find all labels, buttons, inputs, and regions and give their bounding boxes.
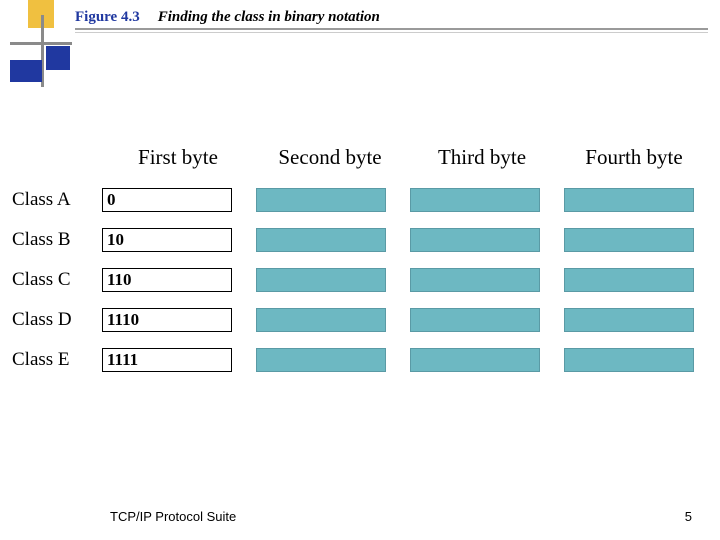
second-byte-cell (256, 228, 386, 252)
prefix-value: 0 (107, 190, 116, 210)
col-header-first: First byte (102, 145, 254, 170)
prefix-value: 1110 (107, 310, 139, 330)
third-byte-cell (410, 228, 540, 252)
column-headers-row: First byte Second byte Third byte Fourth… (102, 145, 710, 170)
col-header-third: Third byte (406, 145, 558, 170)
header-underline (75, 28, 708, 30)
third-byte-cell (410, 268, 540, 292)
class-row: Class A 0 (10, 180, 710, 220)
figure-header: Figure 4.3 Finding the class in binary n… (75, 8, 710, 26)
first-byte-cell: 10 (102, 228, 232, 252)
first-byte-cell: 1111 (102, 348, 232, 372)
fourth-byte-cell (564, 268, 694, 292)
class-row: Class D 1110 (10, 300, 710, 340)
second-byte-cell (256, 268, 386, 292)
third-byte-cell (410, 308, 540, 332)
second-byte-cell (256, 308, 386, 332)
prefix-value: 10 (107, 230, 124, 250)
page-number: 5 (685, 509, 692, 524)
class-label: Class E (10, 349, 102, 371)
deco-blue-square-1 (10, 60, 42, 82)
first-byte-cell: 0 (102, 188, 232, 212)
class-label: Class C (10, 269, 102, 291)
first-byte-cell: 1110 (102, 308, 232, 332)
footer-text: TCP/IP Protocol Suite (110, 509, 236, 524)
second-byte-cell (256, 188, 386, 212)
class-rows: Class A 0 Class B 10 Class C 110 Class D… (10, 180, 710, 380)
figure-label: Figure 4.3 (75, 9, 140, 25)
class-row: Class C 110 (10, 260, 710, 300)
class-row: Class B 10 (10, 220, 710, 260)
class-diagram: First byte Second byte Third byte Fourth… (10, 145, 710, 380)
fourth-byte-cell (564, 348, 694, 372)
prefix-value: 1111 (107, 350, 138, 370)
col-header-fourth: Fourth byte (558, 145, 710, 170)
deco-blue-square-2 (46, 46, 70, 70)
col-header-second: Second byte (254, 145, 406, 170)
class-row: Class E 1111 (10, 340, 710, 380)
fourth-byte-cell (564, 308, 694, 332)
figure-title: Finding the class in binary notation (158, 9, 380, 25)
class-label: Class A (10, 189, 102, 211)
prefix-value: 110 (107, 270, 132, 290)
fourth-byte-cell (564, 188, 694, 212)
third-byte-cell (410, 188, 540, 212)
class-label: Class B (10, 229, 102, 251)
third-byte-cell (410, 348, 540, 372)
second-byte-cell (256, 348, 386, 372)
fourth-byte-cell (564, 228, 694, 252)
first-byte-cell: 110 (102, 268, 232, 292)
slide-footer: TCP/IP Protocol Suite 5 (0, 509, 720, 524)
class-label: Class D (10, 309, 102, 331)
